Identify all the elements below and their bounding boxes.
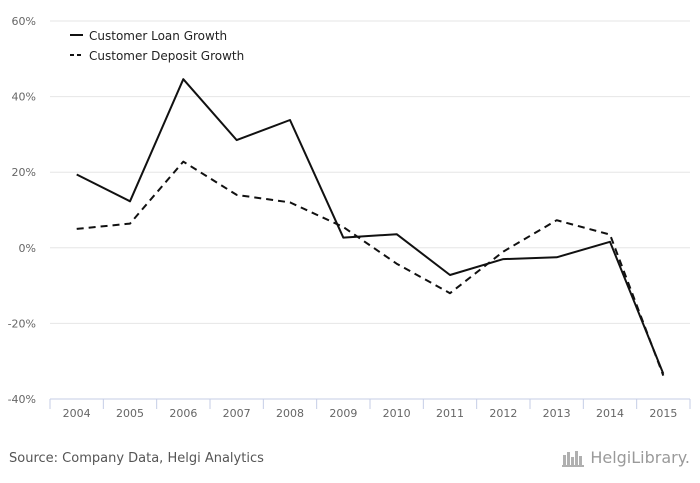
x-tick-label: 2010: [383, 407, 411, 420]
grid-lines: [50, 20, 690, 324]
x-tick-label: 2015: [649, 407, 677, 420]
x-tick-label: 2013: [543, 407, 571, 420]
x-axis: 2004 2005 2006 2007 2008 2009 2010 2011 2012 2013…: [49, 398, 691, 420]
y-tick-label: 0%: [19, 242, 36, 255]
legend: Customer Loan Growth Customer Deposit Gro…: [70, 29, 244, 63]
y-tick-label: 60%: [12, 15, 36, 28]
x-tick-label: 2005: [116, 407, 144, 420]
x-tick-label: 2011: [436, 407, 464, 420]
helgi-library-logo[interactable]: HelgiLibrary.: [562, 448, 690, 467]
series-lines: [76, 78, 665, 376]
line-chart: 60% 40% 20% 0% -20% -40% 2004 2005 2006 2007 2008…: [8, 15, 691, 420]
library-books-icon: [562, 450, 585, 467]
x-tick-label: 2007: [223, 407, 251, 420]
x-tick-label: 2004: [63, 407, 91, 420]
legend-label: Customer Loan Growth: [89, 29, 227, 43]
y-tick-label: -20%: [8, 317, 36, 330]
y-tick-label: 40%: [12, 91, 36, 104]
x-tick-label: 2009: [329, 407, 357, 420]
y-tick-label: 20%: [12, 166, 36, 179]
series-line-customer-deposit-growth: [76, 160, 665, 376]
x-tick-label: 2006: [169, 407, 197, 420]
x-tick-label: 2008: [276, 407, 304, 420]
y-tick-label: -40%: [8, 393, 36, 406]
logo-text: HelgiLibrary.: [590, 448, 690, 467]
source-note: Source: Company Data, Helgi Analytics: [9, 451, 264, 466]
y-axis-tick-labels: 60% 40% 20% 0% -20% -40%: [8, 15, 36, 406]
legend-label: Customer Deposit Growth: [89, 49, 244, 63]
x-tick-label: 2012: [489, 407, 517, 420]
x-tick-label: 2014: [596, 407, 624, 420]
series-line-customer-loan-growth: [76, 78, 665, 375]
